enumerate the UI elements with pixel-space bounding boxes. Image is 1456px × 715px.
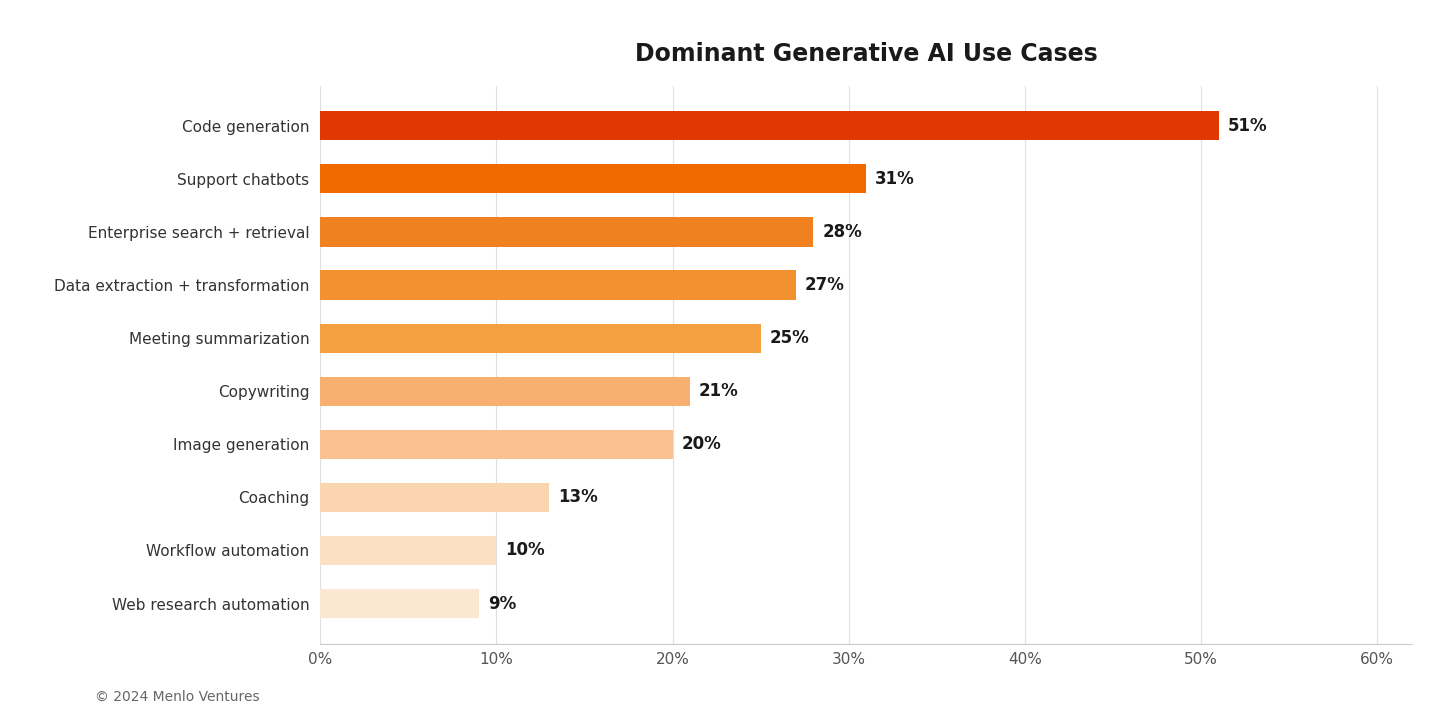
Bar bbox=[320, 111, 1219, 140]
Bar bbox=[320, 323, 760, 352]
Text: 51%: 51% bbox=[1227, 117, 1267, 134]
Bar bbox=[320, 430, 673, 459]
Text: 20%: 20% bbox=[681, 435, 721, 453]
Bar bbox=[320, 377, 690, 406]
Bar bbox=[320, 217, 814, 247]
Text: 9%: 9% bbox=[488, 595, 515, 613]
Text: 25%: 25% bbox=[769, 329, 810, 347]
Title: Dominant Generative AI Use Cases: Dominant Generative AI Use Cases bbox=[635, 41, 1098, 66]
Text: 31%: 31% bbox=[875, 170, 914, 188]
Bar bbox=[320, 270, 796, 300]
Bar bbox=[320, 589, 479, 618]
Text: 13%: 13% bbox=[558, 488, 598, 506]
Text: 27%: 27% bbox=[805, 276, 844, 294]
Bar bbox=[320, 483, 549, 512]
Bar bbox=[320, 164, 866, 194]
Text: 28%: 28% bbox=[823, 223, 862, 241]
Bar bbox=[320, 536, 496, 565]
Text: 21%: 21% bbox=[699, 383, 738, 400]
Text: 10%: 10% bbox=[505, 541, 545, 559]
Text: © 2024 Menlo Ventures: © 2024 Menlo Ventures bbox=[95, 690, 259, 704]
